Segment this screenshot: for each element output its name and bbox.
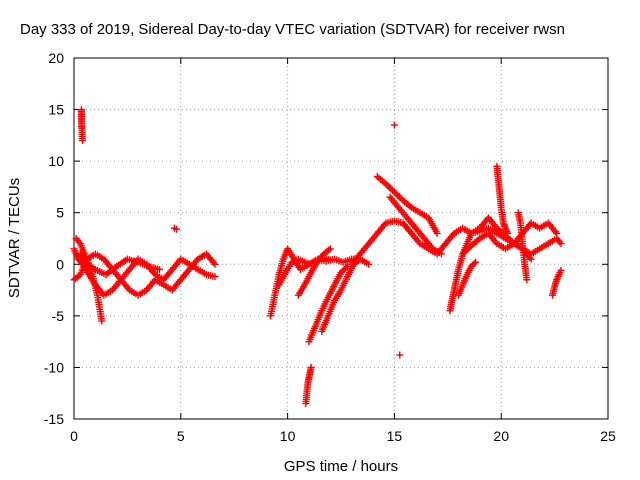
data-point [325, 246, 333, 254]
ticks [73, 57, 609, 420]
data-point [79, 137, 87, 145]
data-point [557, 240, 565, 248]
data-point [211, 260, 219, 268]
x-tick-label: 10 [280, 428, 296, 444]
data-point [390, 188, 398, 196]
y-tick-label: 20 [48, 50, 64, 66]
data-point [437, 250, 445, 258]
data-point [385, 183, 393, 191]
tick-labels: 0 5 10 15 20 25 -15 -10 -5 0 5 10 15 20 [44, 50, 616, 444]
data-point [307, 363, 315, 371]
data-point [365, 260, 373, 268]
y-tick-label: -10 [44, 359, 64, 375]
data-point [389, 186, 397, 194]
series-segment-n [454, 258, 480, 299]
data-point [504, 229, 512, 237]
data-point [396, 351, 404, 359]
series-segment-i [318, 255, 364, 335]
series-segment-d [76, 250, 163, 279]
series-segment-k [373, 173, 441, 237]
y-tick-label: 0 [56, 256, 64, 272]
data-points [70, 106, 565, 408]
data-point [472, 258, 480, 266]
plot-frame [73, 57, 609, 420]
y-tick-label: -15 [44, 411, 64, 427]
y-tick-label: 5 [56, 205, 64, 221]
y-tick-label: -5 [52, 308, 65, 324]
series-segment-g [294, 245, 334, 299]
series-isolated-a [170, 224, 181, 233]
series-segment-l [386, 193, 445, 258]
data-point [211, 273, 219, 281]
series-segment-p [514, 209, 531, 284]
series-spike-b [302, 363, 315, 408]
data-point [433, 229, 441, 237]
data-point [337, 269, 345, 277]
data-point [557, 266, 565, 274]
data-point [340, 265, 348, 273]
x-tick-label: 25 [600, 428, 616, 444]
x-tick-label: 20 [493, 428, 509, 444]
data-point [326, 256, 334, 264]
data-point [342, 264, 350, 272]
data-point [527, 255, 535, 263]
series-spike-a [77, 106, 87, 145]
data-point [339, 267, 347, 275]
data-point [173, 225, 181, 233]
data-point [390, 121, 398, 129]
series-spike-c [493, 162, 512, 237]
data-point [553, 229, 561, 237]
grid [74, 58, 608, 419]
x-axis-label: GPS time / hours [284, 458, 398, 475]
data-point [392, 190, 400, 198]
data-point [470, 260, 478, 268]
series-segment-q [548, 266, 565, 299]
data-point [523, 276, 531, 284]
y-tick-label: 10 [48, 153, 64, 169]
x-tick-label: 15 [387, 428, 403, 444]
data-point [394, 191, 402, 199]
data-point [396, 193, 404, 201]
data-point [155, 265, 163, 273]
y-tick-label: 15 [48, 102, 64, 118]
series-isolated-b [390, 121, 404, 359]
y-axis-label: SDTVAR / TECUs [6, 178, 23, 298]
data-point [326, 245, 334, 253]
x-tick-label: 5 [177, 428, 185, 444]
data-point [387, 185, 395, 193]
chart-title: Day 333 of 2019, Sidereal Day-to-day VTE… [20, 21, 565, 38]
data-point [98, 317, 106, 325]
x-tick-label: 0 [70, 428, 78, 444]
